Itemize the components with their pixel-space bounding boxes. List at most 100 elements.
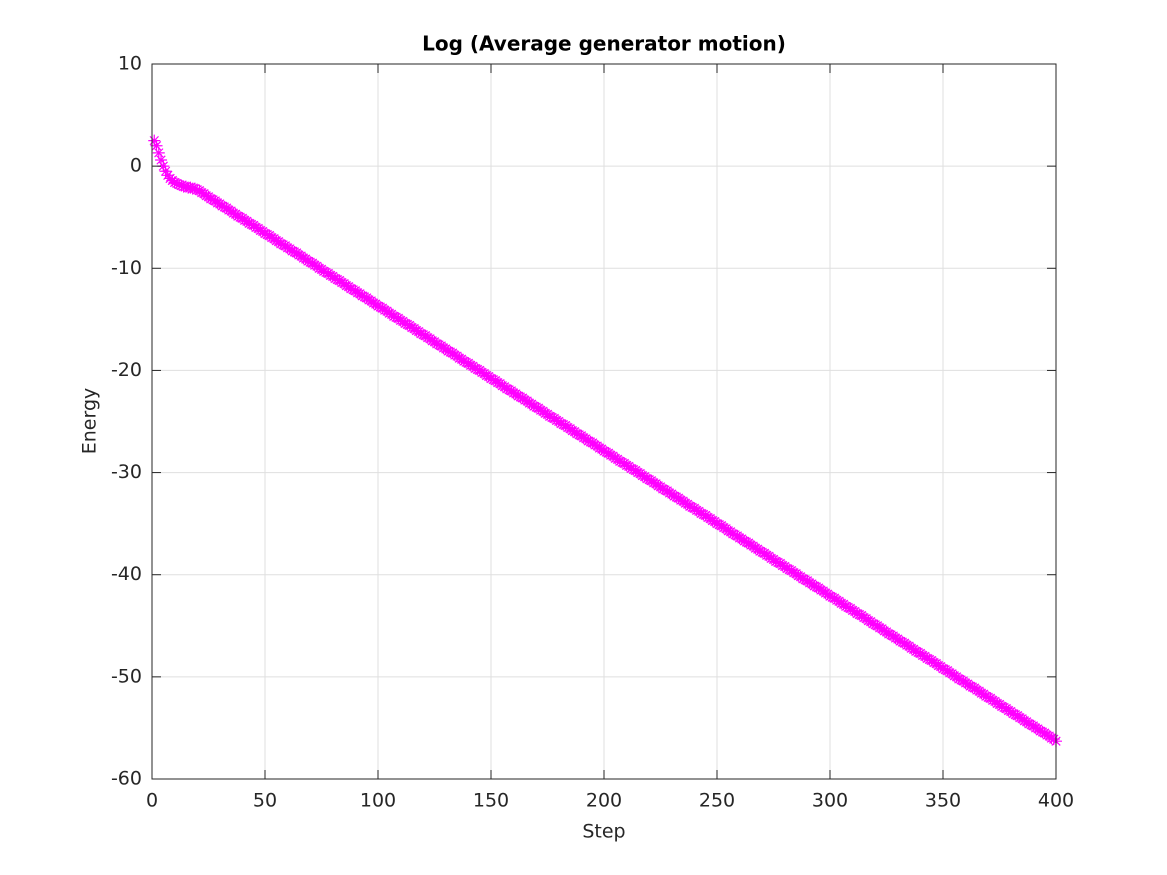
marker xyxy=(437,341,450,354)
marker xyxy=(939,663,952,676)
marker xyxy=(238,214,251,227)
marker xyxy=(851,607,864,620)
marker xyxy=(367,297,380,310)
marker xyxy=(670,491,683,504)
marker xyxy=(792,569,805,582)
marker xyxy=(378,304,391,317)
marker xyxy=(430,337,443,350)
marker xyxy=(923,653,936,666)
marker xyxy=(173,178,186,191)
ticks: 0 50 100 150 200 250 300 350 400-60-50-40-30-20-… xyxy=(111,53,1074,812)
marker xyxy=(527,400,540,413)
marker xyxy=(609,452,622,465)
y-tick-label: -60 xyxy=(111,768,142,790)
marker xyxy=(787,566,800,579)
marker xyxy=(959,676,972,689)
marker xyxy=(749,542,762,555)
marker xyxy=(726,527,739,540)
marker xyxy=(288,245,301,258)
marker xyxy=(421,331,434,344)
x-tick-label: 0 xyxy=(146,790,158,812)
y-tick-label: -10 xyxy=(111,257,142,279)
marker xyxy=(979,690,992,703)
marker xyxy=(846,604,859,617)
x-tick-label: 400 xyxy=(1038,790,1074,812)
marker xyxy=(514,390,527,403)
marker xyxy=(405,321,418,334)
marker xyxy=(1036,726,1049,739)
marker xyxy=(697,508,710,521)
marker xyxy=(582,434,595,447)
x-tick-label: 200 xyxy=(586,790,622,812)
marker xyxy=(301,255,314,268)
marker xyxy=(1034,724,1047,737)
marker xyxy=(717,521,730,534)
marker xyxy=(706,514,719,527)
marker xyxy=(394,314,407,327)
marker xyxy=(738,535,751,548)
marker xyxy=(927,656,940,669)
marker xyxy=(254,224,267,237)
marker xyxy=(921,652,934,665)
marker xyxy=(986,694,999,707)
marker xyxy=(668,490,681,503)
marker xyxy=(722,524,735,537)
marker xyxy=(331,273,344,286)
marker xyxy=(943,666,956,679)
y-tick-label: 0 xyxy=(130,155,142,177)
marker xyxy=(464,359,477,372)
marker xyxy=(500,382,513,395)
marker xyxy=(810,580,823,593)
marker xyxy=(970,684,983,697)
marker xyxy=(643,473,656,486)
marker xyxy=(783,563,796,576)
marker xyxy=(656,482,669,495)
marker xyxy=(573,428,586,441)
marker xyxy=(772,556,785,569)
marker xyxy=(683,500,696,513)
marker xyxy=(188,182,201,195)
marker xyxy=(588,438,601,451)
marker xyxy=(356,289,369,302)
y-tick-label: -30 xyxy=(111,461,142,483)
marker xyxy=(948,669,961,682)
marker xyxy=(631,466,644,479)
marker xyxy=(769,555,782,568)
marker xyxy=(444,346,457,359)
marker xyxy=(729,528,742,541)
marker xyxy=(496,379,509,392)
marker xyxy=(686,501,699,514)
marker xyxy=(399,317,412,330)
marker xyxy=(873,621,886,634)
marker xyxy=(507,386,520,399)
marker xyxy=(561,421,574,434)
marker xyxy=(952,672,965,685)
y-tick-label: -20 xyxy=(111,359,142,381)
marker xyxy=(374,301,387,314)
marker xyxy=(1007,707,1020,720)
marker xyxy=(401,318,414,331)
marker xyxy=(679,497,692,510)
marker xyxy=(733,531,746,544)
marker xyxy=(347,283,360,296)
marker xyxy=(259,227,271,240)
marker xyxy=(245,218,258,231)
marker xyxy=(830,594,843,607)
marker xyxy=(457,355,470,368)
marker xyxy=(966,681,979,694)
marker xyxy=(335,276,348,289)
x-tick-label: 150 xyxy=(473,790,509,812)
marker xyxy=(159,165,172,178)
marker xyxy=(534,404,547,417)
marker xyxy=(916,649,929,662)
marker xyxy=(701,511,714,524)
marker xyxy=(878,624,891,637)
marker xyxy=(998,701,1011,714)
marker xyxy=(340,279,353,292)
marker xyxy=(503,383,516,396)
marker xyxy=(808,579,821,592)
marker xyxy=(814,584,827,597)
marker xyxy=(912,646,925,659)
marker xyxy=(711,517,723,530)
